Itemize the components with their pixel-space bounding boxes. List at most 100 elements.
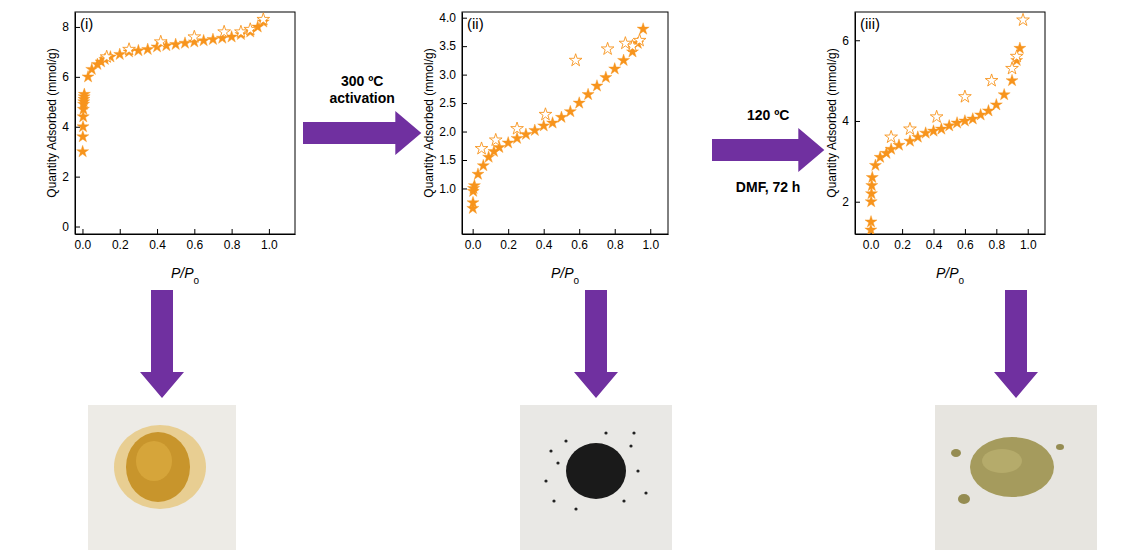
star-point <box>865 224 877 234</box>
x-axis-tick-mark <box>82 229 83 234</box>
x-axis-tick: 0.8 <box>224 229 241 252</box>
x-axis-tick-mark <box>934 229 935 234</box>
series <box>467 23 649 214</box>
x-axis-tick-label: 0.4 <box>149 238 166 252</box>
y-axis-tick: 6 <box>62 70 80 84</box>
x-axis-tick-mark <box>232 229 233 234</box>
y-axis-tick-mark <box>462 160 467 161</box>
series <box>77 16 270 157</box>
star-point <box>555 111 567 122</box>
powder-speck <box>564 439 567 442</box>
x-axis-tick-mark <box>157 229 158 234</box>
y-axis-tick: 1.5 <box>439 153 467 167</box>
x-axis-tick: 0.8 <box>607 229 624 252</box>
x-axis-tick-mark <box>120 229 121 234</box>
arrow-label: 300 ºC <box>341 73 383 89</box>
arrow-label: DMF, 72 h <box>736 179 801 195</box>
x-axis-tick-mark <box>902 229 903 234</box>
open-star-point <box>904 122 917 134</box>
star-point <box>865 216 877 227</box>
powder-speck <box>552 499 555 502</box>
down-arrow <box>140 290 184 398</box>
plot-area <box>467 23 649 214</box>
sample-photo <box>935 405 1097 550</box>
y-axis-tick-label: 6 <box>62 70 69 84</box>
x-axis-tick-mark <box>615 229 616 234</box>
powder <box>566 443 626 499</box>
star-point <box>468 179 480 190</box>
x-axis-tick: 0.0 <box>465 229 482 252</box>
x-axis-tick-label: 0.4 <box>926 238 943 252</box>
process-arrow <box>712 128 824 172</box>
y-axis-tick-mark <box>855 40 860 41</box>
y-axis-line <box>462 13 463 235</box>
star-point <box>78 88 90 99</box>
star-point <box>179 37 191 48</box>
y-axis-tick-mark <box>462 188 467 189</box>
y-axis-tick-label: 1.5 <box>439 153 456 167</box>
x-axis-tick: 0.8 <box>988 229 1005 252</box>
panel: 0.00.20.40.60.81.0246(iii)P/PoQuantity A… <box>825 12 1045 286</box>
figure: 0.00.20.40.60.81.002468(i)P/PoQuantity A… <box>0 0 1135 554</box>
series <box>475 34 646 154</box>
star-point <box>865 195 877 206</box>
open-star-point <box>1006 62 1019 74</box>
star-point <box>502 137 514 148</box>
y-axis-tick-label: 0 <box>62 220 69 234</box>
y-axis-tick-label: 1.0 <box>439 182 456 196</box>
powder-speck <box>574 507 577 510</box>
powder-speck <box>622 499 625 502</box>
open-star-point <box>123 43 136 55</box>
x-axis-tick: 1.0 <box>1020 229 1037 252</box>
powder <box>982 449 1022 473</box>
star-point <box>982 105 994 116</box>
process-arrow <box>303 111 421 155</box>
y-axis-tick: 2 <box>842 195 860 209</box>
open-star-point <box>1017 13 1030 25</box>
powder-lump <box>958 494 970 504</box>
x-axis-tick-label: 0.8 <box>224 238 241 252</box>
y-axis-tick-mark <box>462 75 467 76</box>
star-point <box>520 128 532 139</box>
y-axis-title: Quantity Adsorbed (mmol/g) <box>45 48 59 197</box>
x-axis: 0.00.20.40.60.81.0 <box>75 229 296 252</box>
y-axis-tick-mark <box>75 127 80 128</box>
y-axis-tick-label: 2.5 <box>439 96 456 110</box>
y-axis-tick-label: 4 <box>842 114 849 128</box>
star-point <box>951 117 963 128</box>
photo-background <box>88 405 236 550</box>
star-point <box>132 44 144 55</box>
series <box>100 13 269 62</box>
y-axis-tick-label: 4.0 <box>439 11 456 25</box>
x-axis-tick: 0.4 <box>149 229 166 252</box>
open-star-point <box>930 110 943 122</box>
series <box>885 13 1030 142</box>
x-axis-tick-mark <box>508 229 509 234</box>
y-axis-tick: 6 <box>842 34 860 48</box>
powder-speck <box>549 449 552 452</box>
y-axis-line <box>75 13 76 235</box>
x-axis-tick-mark <box>473 229 474 234</box>
star-point <box>591 80 603 91</box>
y-axis: 02468 <box>62 13 80 235</box>
star-point <box>618 54 630 65</box>
open-star-point <box>511 122 524 134</box>
x-axis-tick-label: 0.0 <box>863 238 880 252</box>
x-axis-tick-label: 0.8 <box>988 238 1005 252</box>
x-axis-tick-mark <box>544 229 545 234</box>
powder-speck <box>636 469 639 472</box>
powder-stain <box>114 425 206 509</box>
star-point <box>600 71 612 82</box>
star-point <box>77 145 89 156</box>
photo-background <box>520 405 672 550</box>
star-point <box>927 125 939 136</box>
photo-background <box>935 405 1097 550</box>
x-axis-tick-label: 1.0 <box>1020 238 1037 252</box>
star-point <box>77 130 89 141</box>
star-point <box>170 38 182 49</box>
y-axis-tick-label: 2 <box>842 195 849 209</box>
open-star-point <box>539 108 552 120</box>
y-axis-tick: 2.5 <box>439 96 467 110</box>
x-axis-tick: 0.6 <box>571 229 588 252</box>
star-point <box>77 120 89 131</box>
